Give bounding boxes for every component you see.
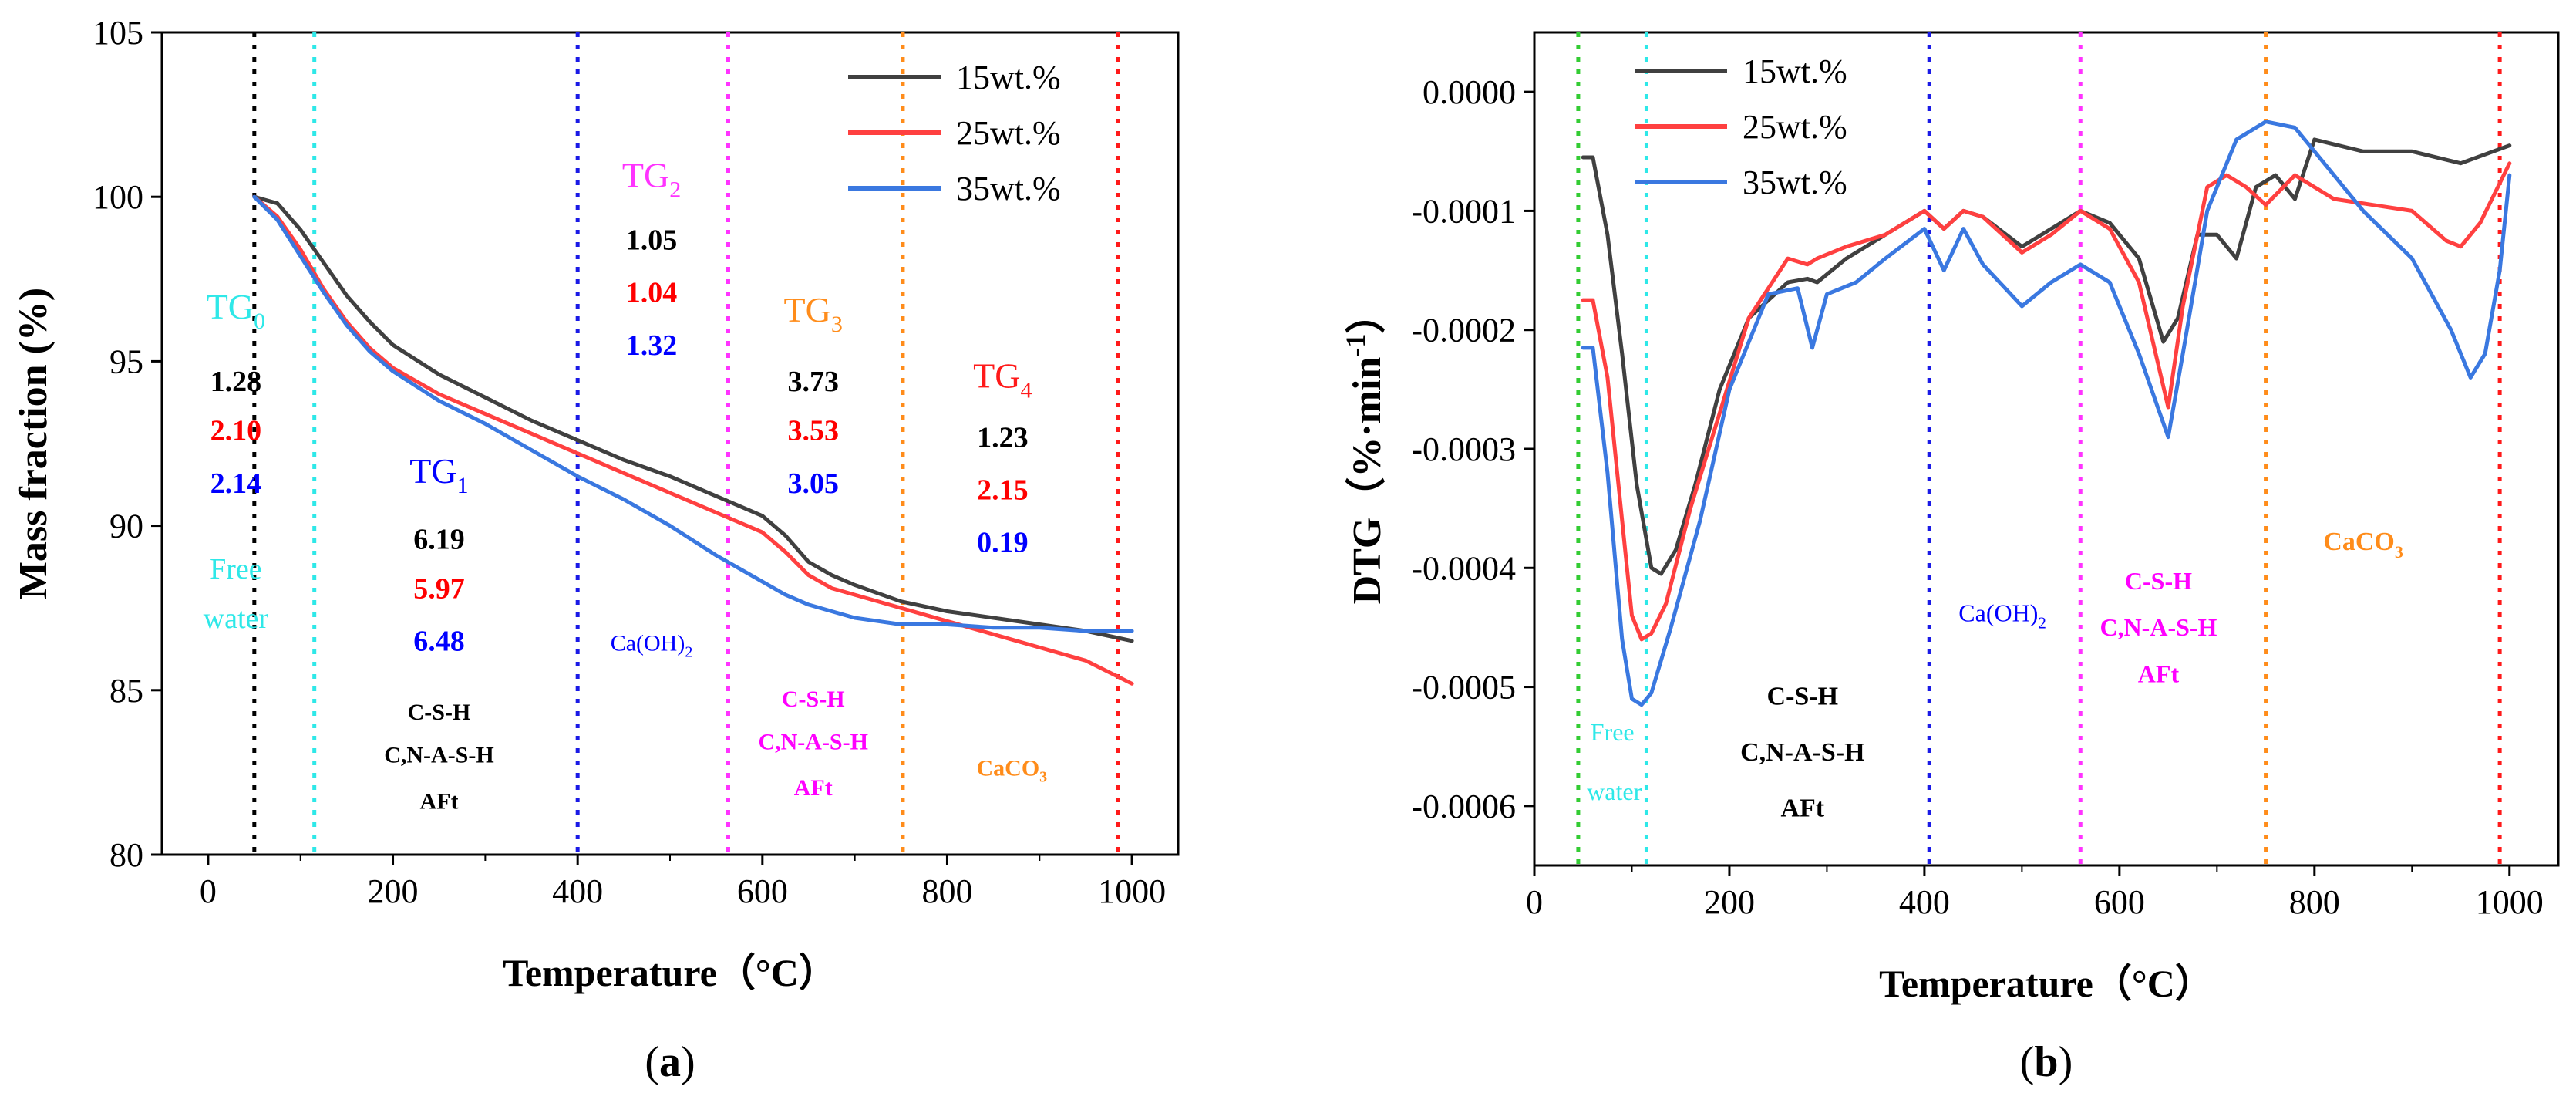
annotation-2-14: 2.14: [210, 467, 262, 500]
y-tick-label: 105: [93, 14, 143, 52]
annotation-aft: AFt: [1780, 794, 1824, 823]
series-line-15wt.%: [252, 194, 1134, 643]
x-axis-label: Temperature（°C）: [1879, 962, 2214, 1005]
y-tick-label: -0.0004: [1411, 549, 1516, 587]
y-tick-label: -0.0002: [1411, 312, 1516, 349]
annotation-5-97: 5.97: [413, 572, 465, 605]
annotation-aft: AFt: [2138, 660, 2180, 687]
annotation-1-28: 1.28: [210, 366, 262, 398]
annotation-c-n-a-s-h: C,N-A-S-H: [384, 743, 494, 768]
x-tick-label: 400: [1899, 883, 1950, 921]
plot-frame: [1533, 31, 2560, 867]
annotation-0-19: 0.19: [977, 527, 1029, 559]
annotation-1-05: 1.05: [626, 224, 678, 256]
panel-label: (a): [645, 1038, 695, 1086]
x-tick-label: 0: [1526, 883, 1543, 921]
x-tick-label: 200: [1704, 883, 1755, 921]
legend-entry: 25wt.%: [956, 114, 1061, 152]
x-tick-label: 400: [552, 872, 603, 910]
legend-entry: 25wt.%: [1743, 108, 1847, 146]
panel-a-chart: 0 200 400 600 800 1000 80 85 90 95 100 105 TG0 1.28 2.…: [12, 14, 1180, 1086]
annotation-6-48: 6.48: [413, 626, 465, 658]
y-tick-label: -0.0003: [1411, 430, 1516, 468]
annotation-c-s-h: C-S-H: [782, 686, 845, 712]
y-tick-label: 90: [109, 508, 143, 545]
y-axis-label: DTG（%·min-1）: [1340, 294, 1389, 605]
annotation-1-32: 1.32: [626, 329, 678, 362]
x-tick-label: 0: [200, 872, 217, 910]
annotation-ca-oh-: Ca(OH)2: [611, 631, 693, 661]
annotation-2-15: 2.15: [977, 474, 1029, 506]
annotation-water: water: [1587, 778, 1642, 805]
annotation-c-s-h: C-S-H: [2125, 567, 2192, 595]
legend-entry: 15wt.%: [956, 59, 1061, 96]
annotation-3-53: 3.53: [787, 415, 839, 447]
series-line-35wt.%: [252, 194, 1134, 633]
legend-entry: 15wt.%: [1743, 52, 1847, 90]
annotation-3-05: 3.05: [787, 467, 839, 500]
panel-b-chart: 0 200 400 600 800 1000 -0.0006 -0.0005 -0.0004 -0…: [1340, 31, 2560, 1086]
annotation-c-n-a-s-h: C,N-A-S-H: [2100, 613, 2217, 641]
series-line-25wt.%: [1581, 161, 2512, 642]
annotation-tg: TG3: [784, 290, 843, 337]
x-tick-label: 1000: [1098, 872, 1166, 910]
annotation-ca-oh-: Ca(OH)2: [1958, 599, 2046, 633]
annotation-aft: AFt: [794, 775, 833, 801]
annotation-tg: TG0: [207, 287, 265, 334]
annotation-3-73: 3.73: [787, 366, 839, 398]
panel-label: (b): [2020, 1038, 2073, 1086]
y-axis-label: Mass fraction (%): [12, 288, 56, 599]
annotation-caco: CaCO3: [2323, 528, 2403, 562]
y-tick-label: 100: [93, 178, 143, 216]
y-tick-label: 95: [109, 342, 143, 380]
x-axis-label: Temperature（°C）: [503, 951, 837, 994]
x-tick-label: 600: [737, 872, 788, 910]
annotation-water: water: [204, 602, 269, 635]
annotation-free: Free: [210, 553, 262, 585]
annotation-aft: AFt: [419, 788, 458, 814]
annotation-c-s-h: C-S-H: [1767, 683, 1839, 711]
y-tick-label: -0.0001: [1411, 192, 1516, 230]
annotation-1-04: 1.04: [626, 277, 678, 309]
x-tick-label: 1000: [2476, 883, 2544, 921]
y-tick-label: -0.0005: [1411, 669, 1516, 707]
series-line-35wt.%: [1581, 120, 2512, 707]
annotation-tg: TG2: [622, 155, 681, 202]
annotation-1-23: 1.23: [977, 421, 1029, 454]
annotation-free: Free: [1591, 718, 1635, 746]
annotation-caco: CaCO3: [976, 756, 1047, 786]
legend-entry: 35wt.%: [956, 170, 1061, 207]
annotation-2-10: 2.10: [210, 415, 262, 447]
annotation-c-s-h: C-S-H: [408, 700, 471, 725]
x-tick-label: 800: [2289, 883, 2340, 921]
x-tick-label: 600: [2094, 883, 2145, 921]
annotation-6-19: 6.19: [413, 523, 465, 555]
annotation-tg: TG4: [973, 356, 1032, 403]
annotation-c-n-a-s-h: C,N-A-S-H: [758, 730, 868, 755]
legend-entry: 35wt.%: [1743, 164, 1847, 201]
y-tick-label: 80: [109, 836, 143, 874]
x-tick-label: 800: [921, 872, 972, 910]
y-tick-label: -0.0006: [1411, 788, 1516, 825]
x-tick-label: 200: [368, 872, 419, 910]
y-tick-label: 85: [109, 672, 143, 710]
annotation-c-n-a-s-h: C,N-A-S-H: [1740, 738, 1864, 767]
annotation-tg: TG1: [409, 451, 468, 498]
y-tick-label: 0.0000: [1423, 73, 1516, 111]
